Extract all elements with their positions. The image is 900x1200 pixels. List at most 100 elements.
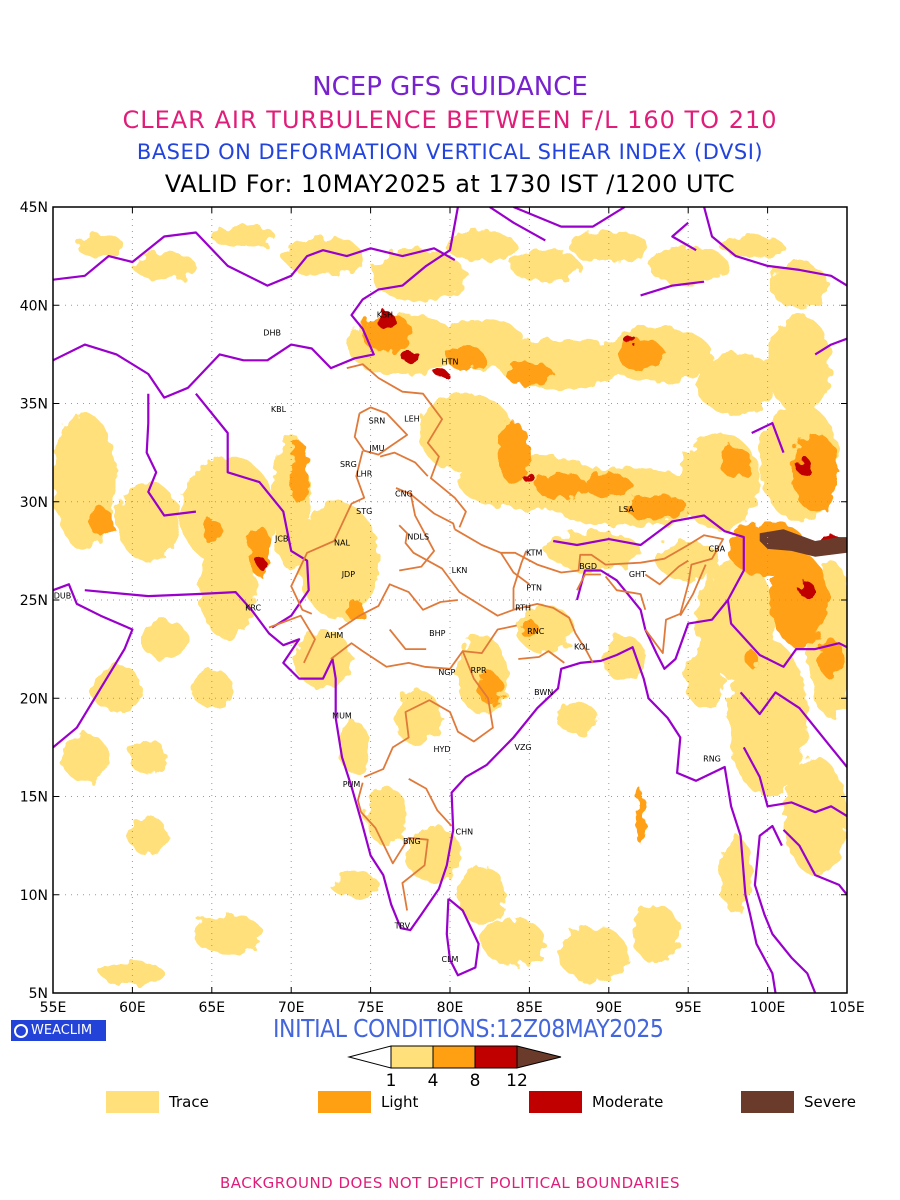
turbulence-patch [476,672,503,705]
station-label: BGD [579,562,597,571]
turbulence-patch [140,619,188,659]
turbulence-patch [783,757,847,876]
station-label: GHT [629,570,646,579]
y-tick-label: 45N [20,200,48,216]
station-label: HTN [442,358,459,367]
station-label: KBL [271,405,287,414]
boundary-line [290,450,366,615]
coastline [513,207,626,228]
boundary-line [500,552,530,586]
station-label: AHM [325,631,343,640]
turbulence-patch [211,224,276,249]
turbulence-patch [116,482,181,561]
legend-label: Moderate [592,1093,664,1111]
turbulence-patch [535,472,587,500]
station-label: BHP [429,629,446,638]
coastline [640,280,705,297]
turbulence-patch [330,871,379,899]
turbulence-patch [584,474,633,498]
turbulence-patch [87,507,114,536]
turbulence-patch [523,474,536,483]
turbulence-patch [505,362,554,386]
turbulence-patch [289,440,309,504]
map-title: NCEP GFS GUIDANCE [312,72,588,102]
coastline [489,207,546,242]
station-label: SRN [369,417,386,426]
y-tick-label: 40N [20,298,48,314]
boundary-line [353,406,408,456]
station-label: NGP [438,668,455,677]
turbulence-patch [648,246,728,286]
coastline [753,824,817,993]
turbulence-patch [365,786,408,846]
turbulence-patch [345,600,365,620]
graticule [53,207,847,993]
coastline [782,829,847,896]
turbulence-patch [129,816,168,856]
y-tick-label: 15N [20,790,48,806]
station-label: KRC [245,603,261,612]
turbulence-patch [76,234,125,259]
turbulence-patch [616,338,665,371]
coastline [145,393,197,517]
y-tick-label: 20N [20,691,48,707]
turbulence-patch [100,961,165,986]
station-label: LEH [404,415,420,424]
light-areas [87,313,844,844]
station-label: SRG [340,460,357,469]
turbulence-patch [569,230,649,263]
turbulence-field-layer [53,224,847,986]
turbulence-patch [767,315,832,414]
coastline [751,422,785,453]
station-label: JCB [274,535,288,544]
station-label: JDP [341,570,356,579]
station-label: RNC [527,627,545,636]
colorbar-label: 12 [506,1071,528,1091]
turbulence-patch [510,250,581,282]
turbulence-patch [129,739,168,775]
turbulence-patch [797,456,811,477]
x-tick-label: 105E [829,1000,865,1016]
map-subtitle-method: BASED ON DEFORMATION VERTICAL SHEAR INDE… [136,140,764,164]
turbulence-patch [199,541,257,640]
coastline [84,589,777,993]
x-tick-label: 55E [40,1000,67,1016]
turbulence-patch [191,668,233,709]
y-tick-label: 30N [20,495,48,511]
turbulence-patch [299,501,379,620]
turbulence-patch [604,635,646,683]
x-tick-label: 80E [437,1000,464,1016]
station-label: CNG [395,489,413,498]
coastline [575,569,729,670]
boundary-line [644,559,689,586]
x-tick-label: 70E [278,1000,305,1016]
y-tick-label: 35N [20,397,48,413]
station-label: NAL [334,539,350,548]
turbulence-patch [624,336,638,345]
valid-time: VALID For: 10MAY2025 at 1730 IST /1200 U… [164,170,736,198]
boundary-line [518,650,565,664]
station-label: NDLS [407,533,429,542]
turbulence-patch [791,432,840,512]
station-label: LHR [356,470,372,479]
station-label: DHB [263,328,281,337]
x-tick-label: 90E [595,1000,622,1016]
station-label: RTH [515,603,531,612]
station-label: MUM [332,711,352,720]
station-label: HYD [434,745,451,754]
turbulence-patch [685,649,724,709]
x-tick-label: 65E [198,1000,225,1016]
severe-areas [759,529,847,557]
station-label: LKN [452,566,468,575]
turbulence-patch [457,865,506,925]
turbulence-patch [799,582,816,599]
boundary-line [357,782,429,911]
colorbar-label: 1 [386,1071,397,1091]
colorbar-box [474,1045,518,1069]
y-tick-label: 5N [29,986,48,1002]
x-tick-label: 85E [516,1000,543,1016]
turbulence-patch [446,230,517,263]
turbulence-patch [770,552,828,648]
legend-swatch [529,1091,582,1113]
station-label: BWN [534,688,553,697]
